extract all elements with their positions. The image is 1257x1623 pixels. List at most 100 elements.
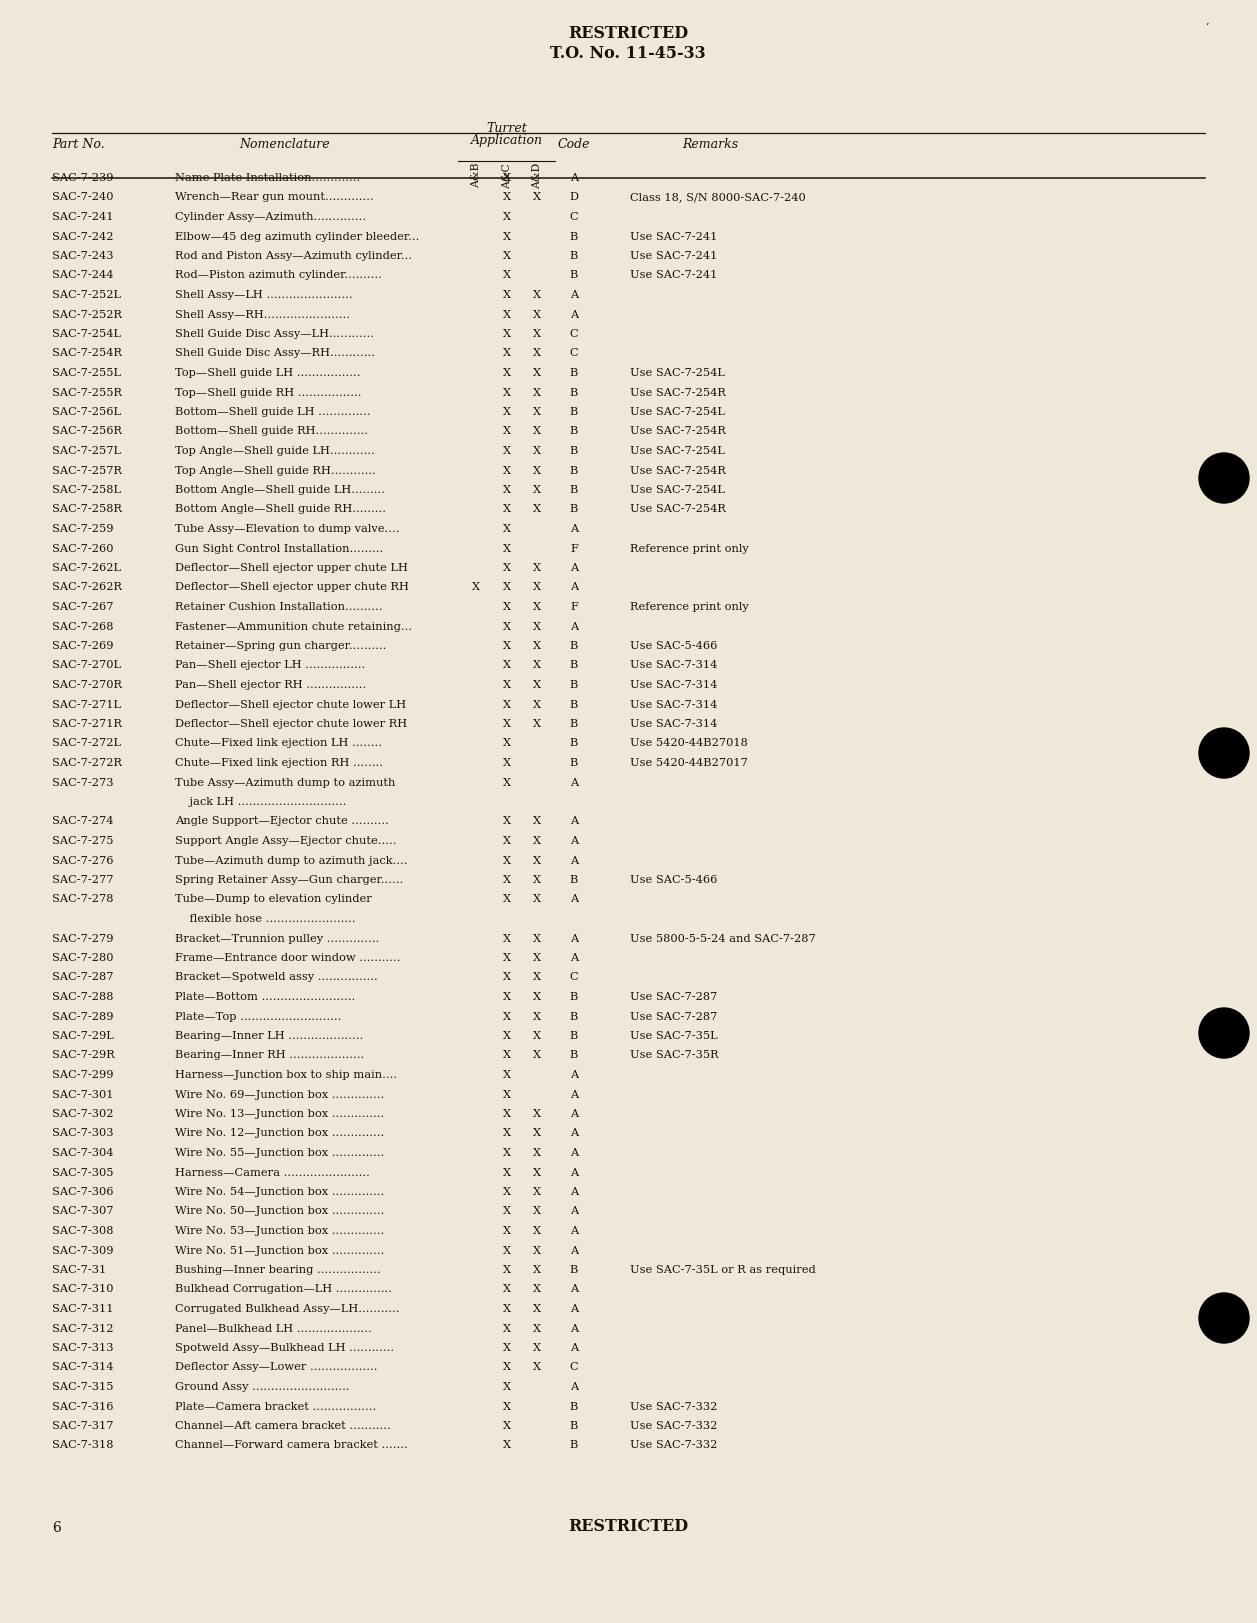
Text: X: X [503, 368, 512, 378]
Text: X: X [503, 1362, 512, 1373]
Text: Name Plate Installation.............: Name Plate Installation............. [175, 174, 361, 183]
Text: X: X [503, 407, 512, 417]
Text: Rod—Piston azimuth cylinder..........: Rod—Piston azimuth cylinder.......... [175, 271, 382, 281]
Text: SAC-7-243: SAC-7-243 [52, 252, 113, 261]
Text: X: X [533, 485, 541, 495]
Text: SAC-7-252L: SAC-7-252L [52, 291, 121, 300]
Text: X: X [503, 1186, 512, 1198]
Text: Use 5800-5-5-24 and SAC-7-287: Use 5800-5-5-24 and SAC-7-287 [630, 933, 816, 943]
Text: SAC-7-274: SAC-7-274 [52, 816, 113, 826]
Text: Application: Application [470, 135, 543, 148]
Text: SAC-7-260: SAC-7-260 [52, 544, 113, 553]
Text: Deflector—Shell ejector upper chute RH: Deflector—Shell ejector upper chute RH [175, 583, 409, 592]
Text: X: X [503, 1109, 512, 1118]
Text: Use SAC-7-314: Use SAC-7-314 [630, 700, 718, 709]
Text: Fastener—Ammunition chute retaining...: Fastener—Ammunition chute retaining... [175, 622, 412, 631]
Text: A: A [569, 836, 578, 846]
Text: X: X [503, 680, 512, 690]
Text: Wire No. 53—Junction box ..............: Wire No. 53—Junction box .............. [175, 1225, 385, 1237]
Text: X: X [503, 1422, 512, 1431]
Text: X: X [503, 1128, 512, 1138]
Text: X: X [503, 953, 512, 962]
Text: SAC-7-310: SAC-7-310 [52, 1284, 113, 1295]
Text: X: X [503, 700, 512, 709]
Text: X: X [503, 291, 512, 300]
Text: B: B [569, 1050, 578, 1060]
Text: X: X [503, 758, 512, 768]
Text: X: X [533, 583, 541, 592]
Text: A: A [569, 1383, 578, 1393]
Text: flexible hose ........................: flexible hose ........................ [175, 914, 356, 923]
Text: X: X [533, 1303, 541, 1315]
Text: X: X [533, 953, 541, 962]
Text: A: A [569, 1070, 578, 1079]
Text: X: X [503, 446, 512, 456]
Text: A: A [569, 310, 578, 320]
Text: Plate—Camera bracket .................: Plate—Camera bracket ................. [175, 1402, 376, 1412]
Text: B: B [569, 466, 578, 476]
Text: B: B [569, 407, 578, 417]
Text: SAC-7-279: SAC-7-279 [52, 933, 113, 943]
Text: X: X [533, 310, 541, 320]
Text: Use SAC-5-466: Use SAC-5-466 [630, 875, 718, 885]
Text: X: X [503, 1284, 512, 1295]
Text: X: X [533, 1245, 541, 1256]
Text: Shell Assy—LH .......................: Shell Assy—LH ....................... [175, 291, 353, 300]
Text: X: X [533, 466, 541, 476]
Text: SAC-7-287: SAC-7-287 [52, 972, 113, 982]
Text: SAC-7-273: SAC-7-273 [52, 777, 113, 787]
Text: Retainer Cushion Installation..........: Retainer Cushion Installation.......... [175, 602, 382, 612]
Text: SAC-7-272L: SAC-7-272L [52, 738, 121, 748]
Text: Wire No. 55—Junction box ..............: Wire No. 55—Junction box .............. [175, 1147, 385, 1157]
Text: B: B [569, 1011, 578, 1021]
Text: Use 5420-44B27018: Use 5420-44B27018 [630, 738, 748, 748]
Text: X: X [503, 602, 512, 612]
Text: Bottom Angle—Shell guide LH.........: Bottom Angle—Shell guide LH......... [175, 485, 385, 495]
Text: Deflector—Shell ejector chute lower RH: Deflector—Shell ejector chute lower RH [175, 719, 407, 729]
Text: Wire No. 50—Junction box ..............: Wire No. 50—Junction box .............. [175, 1206, 385, 1217]
Text: Use SAC-7-35L: Use SAC-7-35L [630, 1031, 718, 1040]
Text: Nomenclature: Nomenclature [240, 138, 331, 151]
Text: X: X [503, 310, 512, 320]
Text: SAC-7-277: SAC-7-277 [52, 875, 113, 885]
Text: X: X [503, 816, 512, 826]
Text: Use SAC-7-332: Use SAC-7-332 [630, 1441, 718, 1451]
Text: Tube—Azimuth dump to azimuth jack....: Tube—Azimuth dump to azimuth jack.... [175, 855, 407, 865]
Text: B: B [569, 661, 578, 670]
Text: A: A [569, 1284, 578, 1295]
Text: Bottom—Shell guide LH ..............: Bottom—Shell guide LH .............. [175, 407, 371, 417]
Text: Wire No. 13—Junction box ..............: Wire No. 13—Junction box .............. [175, 1109, 385, 1118]
Text: SAC-7-256R: SAC-7-256R [52, 427, 122, 437]
Text: A: A [569, 1128, 578, 1138]
Text: Use SAC-7-241: Use SAC-7-241 [630, 232, 718, 242]
Text: X: X [503, 329, 512, 339]
Text: Top—Shell guide RH .................: Top—Shell guide RH ................. [175, 388, 362, 398]
Text: Use 5420-44B27017: Use 5420-44B27017 [630, 758, 748, 768]
Text: Bearing—Inner RH ....................: Bearing—Inner RH .................... [175, 1050, 365, 1060]
Text: Harness—Camera .......................: Harness—Camera ....................... [175, 1167, 370, 1178]
Text: Use SAC-7-254R: Use SAC-7-254R [630, 505, 725, 514]
Text: X: X [503, 1167, 512, 1178]
Circle shape [1199, 1294, 1249, 1342]
Text: X: X [503, 1402, 512, 1412]
Text: ’: ’ [1205, 23, 1208, 32]
Text: SAC-7-289: SAC-7-289 [52, 1011, 113, 1021]
Text: X: X [503, 349, 512, 359]
Text: SAC-7-314: SAC-7-314 [52, 1362, 113, 1373]
Text: Reference print only: Reference print only [630, 544, 749, 553]
Text: A: A [569, 524, 578, 534]
Circle shape [1199, 1008, 1249, 1058]
Text: SAC-7-271L: SAC-7-271L [52, 700, 121, 709]
Text: B: B [569, 992, 578, 1001]
Text: X: X [533, 427, 541, 437]
Text: Use SAC-7-254L: Use SAC-7-254L [630, 485, 725, 495]
Text: SAC-7-256L: SAC-7-256L [52, 407, 121, 417]
Text: Rod and Piston Assy—Azimuth cylinder...: Rod and Piston Assy—Azimuth cylinder... [175, 252, 412, 261]
Text: Wire No. 54—Junction box ..............: Wire No. 54—Junction box .............. [175, 1186, 385, 1198]
Text: X: X [533, 933, 541, 943]
Text: Cylinder Assy—Azimuth..............: Cylinder Assy—Azimuth.............. [175, 213, 366, 222]
Text: SAC-7-302: SAC-7-302 [52, 1109, 113, 1118]
Text: Plate—Top ...........................: Plate—Top ........................... [175, 1011, 342, 1021]
Text: SAC-7-280: SAC-7-280 [52, 953, 113, 962]
Text: X: X [503, 1303, 512, 1315]
